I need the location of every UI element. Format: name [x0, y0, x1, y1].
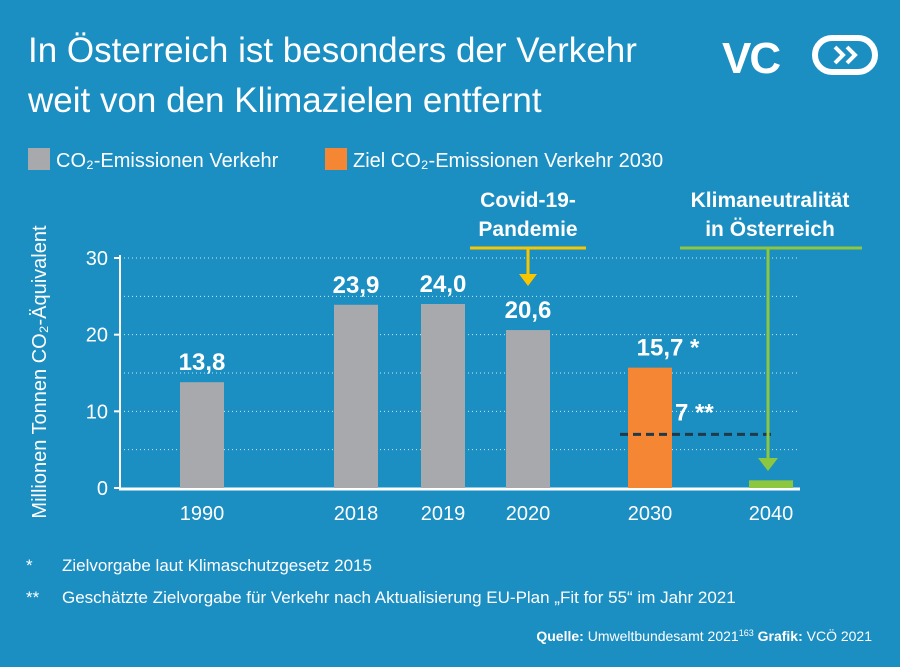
footnote: Zielvorgabe laut Klimaschutzgesetz 2015 [62, 556, 372, 575]
footnote-marker: ** [26, 588, 40, 607]
target-label: 7 ** [675, 399, 714, 426]
bar [628, 367, 672, 488]
bar [749, 480, 793, 488]
logo-ring [812, 35, 878, 75]
legend-swatch [28, 148, 50, 170]
legend-swatch [325, 148, 347, 170]
annotation: Klimaneutralität [691, 189, 850, 212]
x-tick-label: 2020 [506, 503, 551, 525]
value-label: 24,0 [420, 271, 467, 298]
x-tick-label: 2018 [334, 503, 379, 525]
x-tick-label: 2019 [421, 503, 466, 525]
y-tick-label: 0 [97, 478, 108, 500]
legend-label: Ziel CO₂-Emissionen Verkehr 2030 [353, 150, 663, 172]
legend-label: CO₂-Emissionen Verkehr [56, 150, 279, 172]
bar [180, 382, 224, 488]
y-tick-label: 30 [86, 248, 108, 270]
y-tick-label: 20 [86, 325, 108, 347]
source-ref: 163 [739, 628, 754, 638]
footnote-marker: * [26, 556, 33, 575]
y-tick-label: 10 [86, 401, 108, 423]
x-tick-label: 2040 [749, 503, 794, 525]
y-axis-label: Millionen Tonnen CO₂-Äquivalent [29, 225, 51, 519]
value-label: 13,8 [179, 349, 226, 376]
annotation: in Österreich [705, 218, 835, 241]
bar [334, 304, 378, 488]
source-label: Quelle: [536, 628, 583, 644]
footnote: Geschätzte Zielvorgabe für Verkehr nach … [62, 588, 736, 607]
source: Quelle: Umweltbundesamt 2021163 Grafik: … [536, 623, 872, 644]
title: weit von den Klimazielen entfernt [27, 81, 542, 120]
logo-arrows [833, 45, 858, 65]
annotation: Pandemie [478, 218, 577, 241]
graphic-label: Grafik: [758, 628, 803, 644]
value-label: 15,7 * [637, 335, 700, 362]
logo-text: VC [722, 34, 780, 83]
value-label: 20,6 [505, 297, 552, 324]
logo: VC [722, 34, 878, 83]
annotation-arrowhead [758, 458, 778, 471]
x-tick-label: 1990 [180, 503, 225, 525]
value-label: 23,9 [333, 272, 380, 299]
source-text: Umweltbundesamt 2021 [588, 628, 739, 644]
bar [421, 304, 465, 488]
annotation-arrowhead [519, 274, 537, 286]
x-tick-label: 2030 [628, 503, 673, 525]
title: In Österreich ist besonders der Verkehr [28, 31, 637, 70]
graphic-text: VCÖ 2021 [807, 627, 873, 644]
annotation: Covid-19- [480, 189, 576, 212]
bar [506, 330, 550, 488]
